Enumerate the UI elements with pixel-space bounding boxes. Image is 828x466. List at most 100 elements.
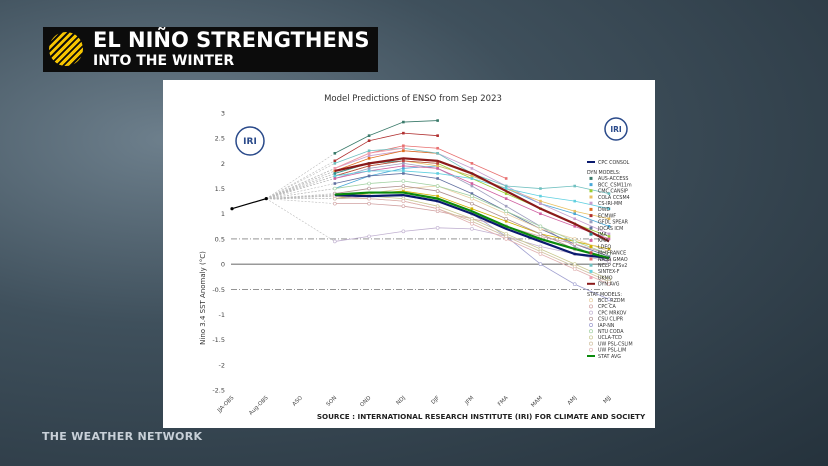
point [607, 252, 611, 256]
legend-header: STAT MODELS: [587, 292, 622, 298]
connector [266, 160, 335, 199]
point [401, 204, 406, 208]
point [572, 267, 577, 271]
legend-swatch [589, 335, 593, 340]
point [367, 174, 371, 178]
legend-swatch [589, 263, 593, 267]
headline: EL NIÑO STRENGTHENS [93, 28, 370, 52]
y-tick-label: -0.5 [212, 286, 225, 294]
connector [266, 198, 335, 242]
source: SOURCE : INTERNATIONAL RESEARCH INSTITUT… [317, 412, 646, 421]
point [504, 216, 508, 221]
point [607, 232, 611, 236]
y-tick-label: -1.5 [212, 336, 225, 344]
point [333, 201, 337, 206]
title-banner: EL NIÑO STRENGTHENS INTO THE WINTER [43, 27, 378, 72]
connector [266, 194, 335, 199]
point [401, 199, 406, 203]
legend-swatch [589, 176, 593, 180]
y-tick-label: -2 [219, 361, 225, 369]
legend-label: UKMO [598, 275, 613, 281]
legend-swatch [589, 298, 593, 303]
legend-label: CPC CA [598, 304, 616, 310]
point [573, 245, 577, 248]
point [573, 225, 577, 228]
brand: THE WEATHER NETWORK [42, 430, 203, 443]
legend-label: DWD [598, 207, 610, 213]
legend-label: MetFRANCE [598, 251, 626, 257]
legend-label: BCC_RZDM [598, 298, 625, 304]
legend-label: CMC CANSIP [598, 189, 628, 195]
point [470, 177, 474, 180]
point [573, 199, 577, 203]
y-tick-label: 0 [221, 261, 225, 269]
point [504, 197, 508, 200]
point [435, 189, 440, 193]
point [504, 204, 508, 208]
point [367, 169, 371, 173]
point [470, 167, 474, 170]
point [504, 192, 508, 195]
point [436, 134, 439, 137]
legend-label: NCEP CFSv2 [598, 263, 627, 269]
point [607, 217, 611, 221]
legend-swatch [589, 238, 593, 242]
x-tick-label: DJF [430, 395, 441, 406]
point [402, 169, 405, 173]
legend-label: GFDL SPEAR [598, 220, 629, 226]
point [333, 159, 337, 163]
legend-swatch [589, 207, 593, 211]
legend-swatch [589, 304, 593, 309]
y-tick-label: 2.5 [215, 135, 225, 143]
point [470, 182, 474, 185]
point [367, 164, 371, 168]
point [572, 239, 577, 244]
point [367, 134, 371, 137]
point [436, 119, 439, 122]
connector [266, 188, 335, 199]
series-line [334, 193, 610, 260]
legend-swatch [589, 189, 593, 193]
point [436, 167, 439, 170]
point [470, 174, 474, 178]
legend-label: JMA [597, 232, 608, 238]
iri-logo-text: IRI [610, 125, 622, 134]
point [538, 232, 543, 236]
point [333, 151, 337, 155]
point [435, 184, 440, 188]
x-tick-label: AMJ [567, 395, 579, 407]
point [573, 212, 577, 216]
legend-header: DYN MODELS: [587, 170, 621, 176]
legend-swatch [589, 269, 593, 273]
legend-swatch [589, 214, 593, 218]
point [435, 206, 440, 211]
point [607, 255, 611, 258]
legend-label: BCC_CSM11m [598, 182, 632, 188]
point [436, 172, 439, 175]
point [402, 149, 405, 153]
point [367, 149, 371, 153]
iri-logo-text: IRI [243, 137, 257, 147]
point [402, 144, 405, 148]
connector [266, 198, 335, 204]
point [607, 192, 611, 195]
legend-label: UW PSL-LIM [598, 348, 626, 354]
point [573, 217, 577, 221]
point [538, 224, 543, 229]
legend-swatch [589, 183, 593, 187]
legend-swatch [589, 341, 593, 346]
connector [266, 153, 335, 199]
point [470, 162, 474, 165]
point [539, 187, 542, 190]
series-line [334, 120, 438, 154]
y-tick-label: -2.5 [212, 387, 225, 395]
connector [266, 183, 335, 199]
legend-swatch [589, 245, 593, 249]
x-tick-label: MJJ [603, 395, 613, 405]
legend-swatch [589, 232, 593, 236]
series-line [334, 160, 438, 177]
point [367, 139, 371, 142]
iri-logo [235, 126, 265, 156]
point [401, 184, 406, 188]
point [470, 194, 474, 198]
